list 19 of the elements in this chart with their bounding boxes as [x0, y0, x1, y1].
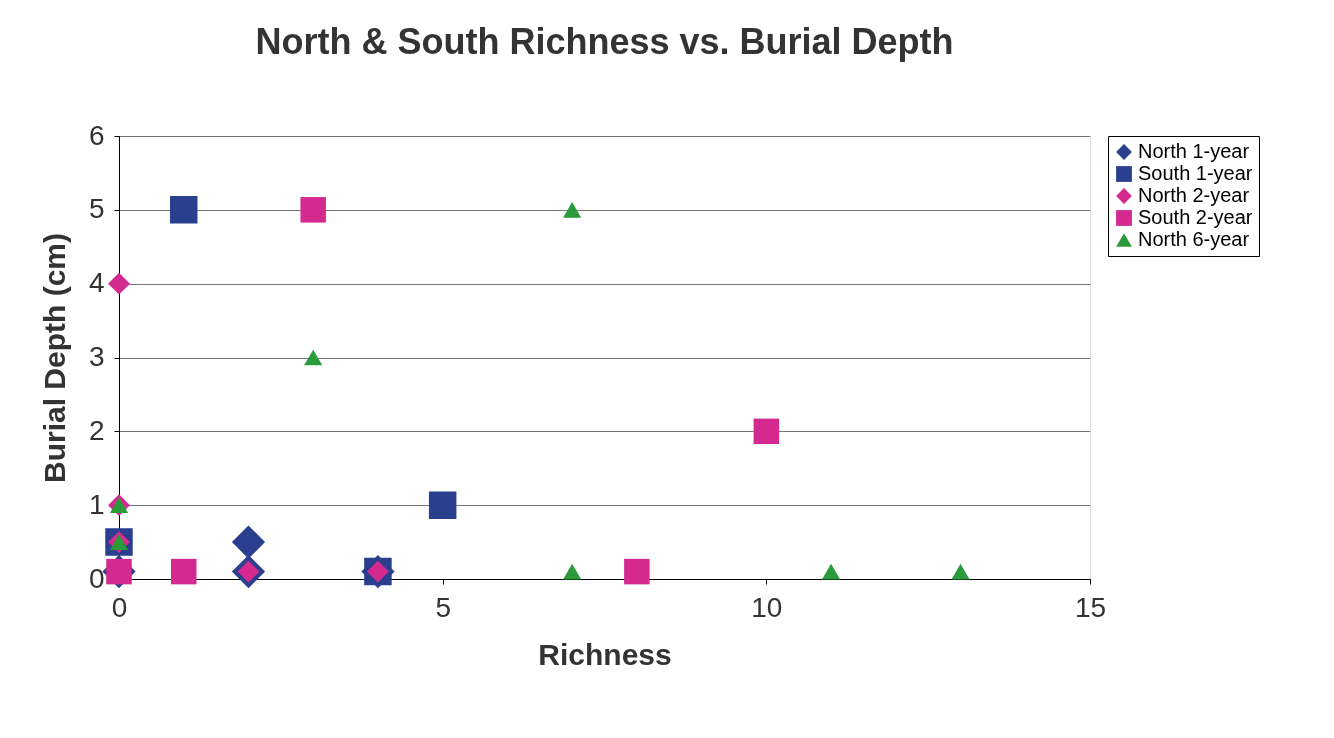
x-tick-label: 5 — [435, 591, 451, 623]
y-tick-label: 0 — [88, 562, 105, 594]
x-axis-title: Richness — [538, 637, 672, 671]
y-tick-label: 3 — [88, 341, 105, 372]
legend-label: North 2-year — [1138, 184, 1250, 206]
legend-label: North 6-year — [1138, 228, 1250, 250]
legend-label: South 2-year — [1138, 206, 1253, 228]
chart-title: North & South Richness vs. Burial Depth — [255, 21, 954, 62]
y-tick-label: 4 — [88, 267, 105, 299]
x-tick-label: 0 — [111, 591, 128, 623]
y-tick-label: 5 — [88, 193, 105, 225]
y-tick-label: 6 — [88, 119, 105, 151]
y-tick-label: 1 — [88, 488, 105, 520]
x-tick-label: 10 — [751, 591, 783, 623]
legend-label: North 1-year — [1138, 140, 1250, 162]
y-tick-label: 2 — [88, 414, 105, 446]
legend-label: South 1-year — [1138, 162, 1253, 184]
y-axis-title: Burial Depth (cm) — [37, 232, 71, 484]
x-tick-label: 15 — [1074, 591, 1107, 623]
